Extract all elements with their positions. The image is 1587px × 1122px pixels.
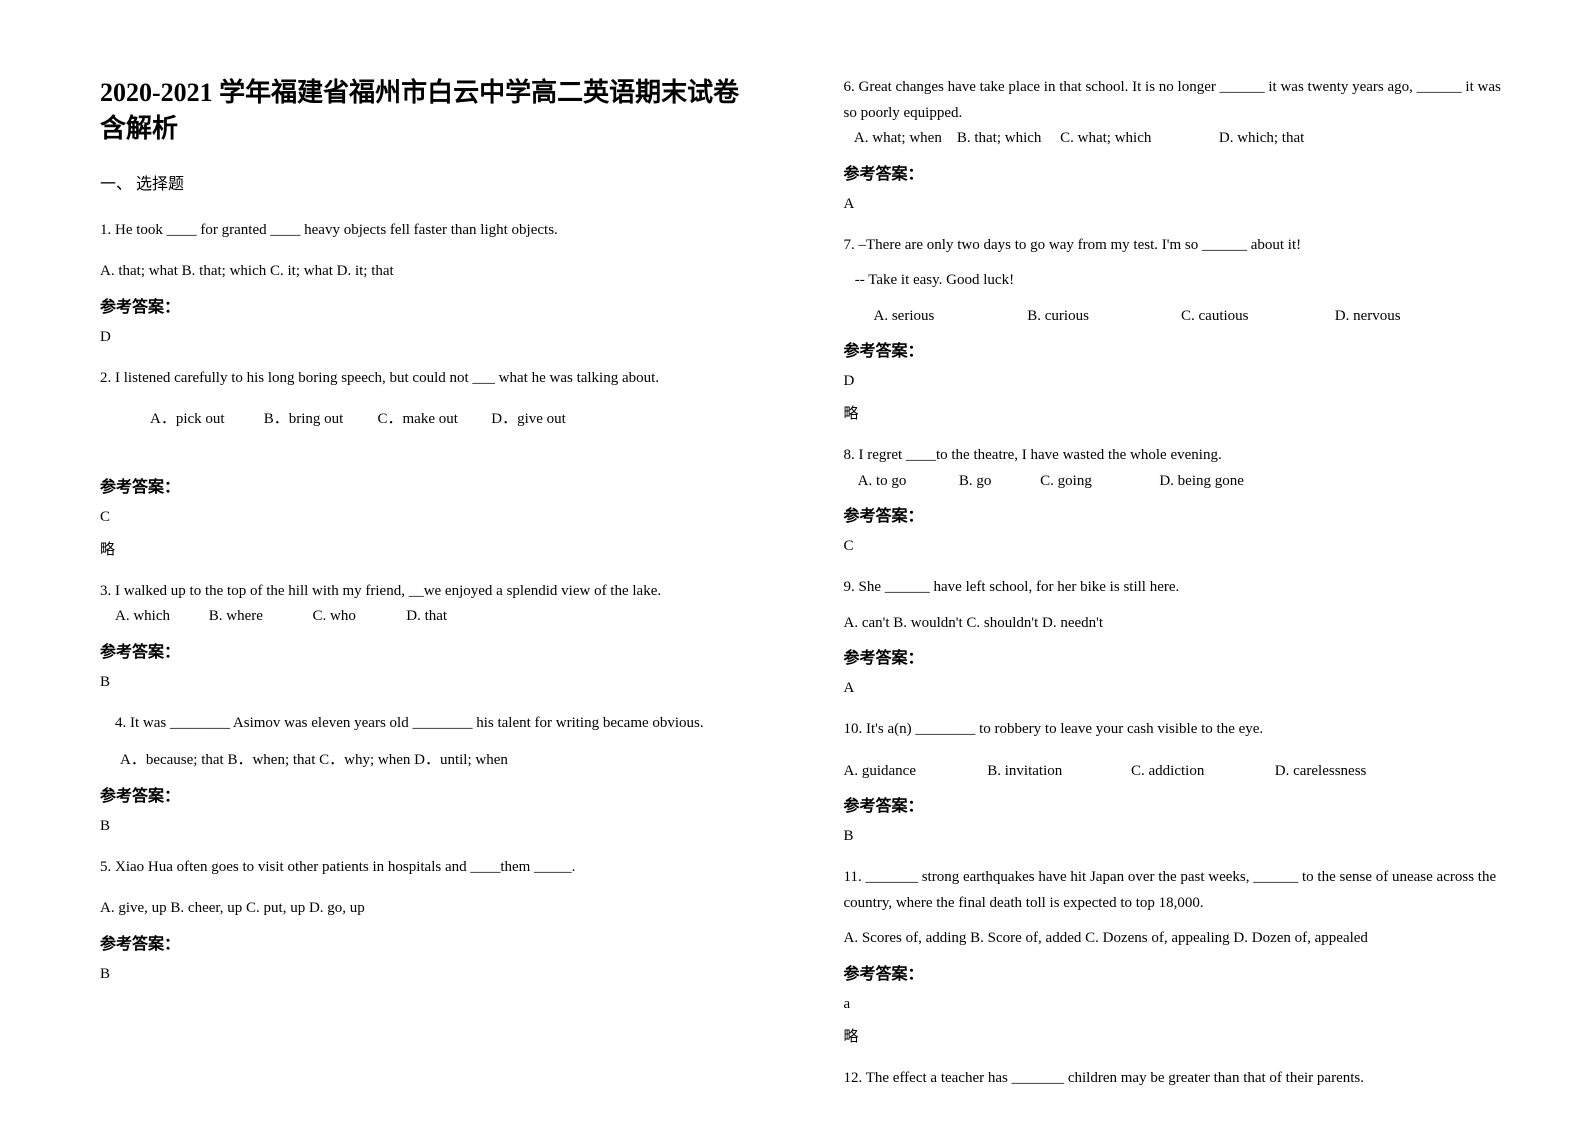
question-1: 1. He took ____ for granted ____ heavy o… <box>100 218 744 346</box>
q9-options: A. can't B. wouldn't C. shouldn't D. nee… <box>844 611 1508 637</box>
q7-opt-a: A. serious <box>874 304 1024 330</box>
q3-opt-a: A. which <box>115 604 205 630</box>
question-2: 2. I listened carefully to his long bori… <box>100 366 744 559</box>
question-5: 5. Xiao Hua often goes to visit other pa… <box>100 855 744 983</box>
q2-opt-a: A．pick out <box>150 407 260 433</box>
q6-text: 6. Great changes have take place in that… <box>844 75 1508 126</box>
q2-opt-d: D．give out <box>491 407 566 433</box>
q8-options: A. to go B. go C. going D. being gone <box>844 469 1508 495</box>
q6-answer-label: 参考答案： <box>844 160 1508 184</box>
q8-answer: C <box>844 538 1508 555</box>
q10-text: 10. It's a(n) ________ to robbery to lea… <box>844 717 1508 743</box>
q7-opt-c: C. cautious <box>1181 304 1331 330</box>
q2-options: A．pick out B．bring out C．make out D．give… <box>100 407 744 433</box>
q4-options: A．because; that B．when; that C．why; when… <box>100 748 744 774</box>
question-11: 11. _______ strong earthquakes have hit … <box>844 865 1508 1046</box>
q2-opt-c: C．make out <box>378 407 488 433</box>
q11-answer-label: 参考答案： <box>844 960 1508 984</box>
question-3: 3. I walked up to the top of the hill wi… <box>100 579 744 691</box>
q9-text: 9. She ______ have left school, for her … <box>844 575 1508 601</box>
q7-answer: D <box>844 373 1508 390</box>
q5-text: 5. Xiao Hua often goes to visit other pa… <box>100 855 744 881</box>
q7-opt-d: D. nervous <box>1335 304 1401 330</box>
q6-options: A. what; when B. that; which C. what; wh… <box>844 126 1508 152</box>
q9-answer: A <box>844 680 1508 697</box>
q7-text2: -- Take it easy. Good luck! <box>844 268 1508 294</box>
q2-opt-b: B．bring out <box>264 407 374 433</box>
q5-options: A. give, up B. cheer, up C. put, up D. g… <box>100 896 744 922</box>
q2-text: 2. I listened carefully to his long bori… <box>100 366 744 392</box>
q11-text: 11. _______ strong earthquakes have hit … <box>844 865 1508 916</box>
question-4: 4. It was ________ Asimov was eleven yea… <box>100 711 744 835</box>
q2-answer: C <box>100 509 744 526</box>
q10-opt-c: C. addiction <box>1131 759 1271 785</box>
exam-title: 2020-2021 学年福建省福州市白云中学高二英语期末试卷含解析 <box>100 75 744 148</box>
q10-opt-d: D. carelessness <box>1275 759 1367 785</box>
q7-options: A. serious B. curious C. cautious D. ner… <box>844 304 1508 330</box>
q3-options: A. which B. where C. who D. that <box>100 604 744 630</box>
q4-text: 4. It was ________ Asimov was eleven yea… <box>100 711 744 737</box>
section-heading: 一、 选择题 <box>100 170 744 194</box>
q10-options: A. guidance B. invitation C. addiction D… <box>844 759 1508 785</box>
q1-text: 1. He took ____ for granted ____ heavy o… <box>100 218 744 244</box>
q10-opt-a: A. guidance <box>844 759 984 785</box>
question-12: 12. The effect a teacher has _______ chi… <box>844 1066 1508 1092</box>
q6-answer: A <box>844 196 1508 213</box>
q1-answer-label: 参考答案： <box>100 293 744 317</box>
q5-answer: B <box>100 966 744 983</box>
q3-opt-c: C. who <box>313 604 403 630</box>
q7-answer-label: 参考答案： <box>844 337 1508 361</box>
q12-text: 12. The effect a teacher has _______ chi… <box>844 1066 1508 1092</box>
q2-note: 略 <box>100 538 744 559</box>
question-8: 8. I regret ____to the theatre, I have w… <box>844 443 1508 555</box>
left-column: 2020-2021 学年福建省福州市白云中学高二英语期末试卷含解析 一、 选择题… <box>0 75 794 1122</box>
question-10: 10. It's a(n) ________ to robbery to lea… <box>844 717 1508 845</box>
q4-answer-label: 参考答案： <box>100 782 744 806</box>
q9-answer-label: 参考答案： <box>844 644 1508 668</box>
q4-answer: B <box>100 818 744 835</box>
q3-opt-b: B. where <box>209 604 309 630</box>
q3-answer: B <box>100 674 744 691</box>
q10-answer-label: 参考答案： <box>844 792 1508 816</box>
q1-answer: D <box>100 329 744 346</box>
q2-answer-label: 参考答案： <box>100 473 744 497</box>
q7-text1: 7. –There are only two days to go way fr… <box>844 233 1508 259</box>
q11-note: 略 <box>844 1025 1508 1046</box>
question-9: 9. She ______ have left school, for her … <box>844 575 1508 697</box>
q7-opt-b: B. curious <box>1027 304 1177 330</box>
q10-opt-b: B. invitation <box>987 759 1127 785</box>
q1-options: A. that; what B. that; which C. it; what… <box>100 259 744 285</box>
q10-answer: B <box>844 828 1508 845</box>
q11-answer: a <box>844 996 1508 1013</box>
q8-text: 8. I regret ____to the theatre, I have w… <box>844 443 1508 469</box>
q11-options: A. Scores of, adding B. Score of, added … <box>844 926 1508 952</box>
q5-answer-label: 参考答案： <box>100 930 744 954</box>
q3-text: 3. I walked up to the top of the hill wi… <box>100 579 744 605</box>
question-7: 7. –There are only two days to go way fr… <box>844 233 1508 424</box>
right-column: 6. Great changes have take place in that… <box>794 75 1587 1122</box>
q7-note: 略 <box>844 402 1508 423</box>
q3-opt-d: D. that <box>406 604 447 630</box>
q3-answer-label: 参考答案： <box>100 638 744 662</box>
question-6: 6. Great changes have take place in that… <box>844 75 1508 213</box>
q8-answer-label: 参考答案： <box>844 502 1508 526</box>
